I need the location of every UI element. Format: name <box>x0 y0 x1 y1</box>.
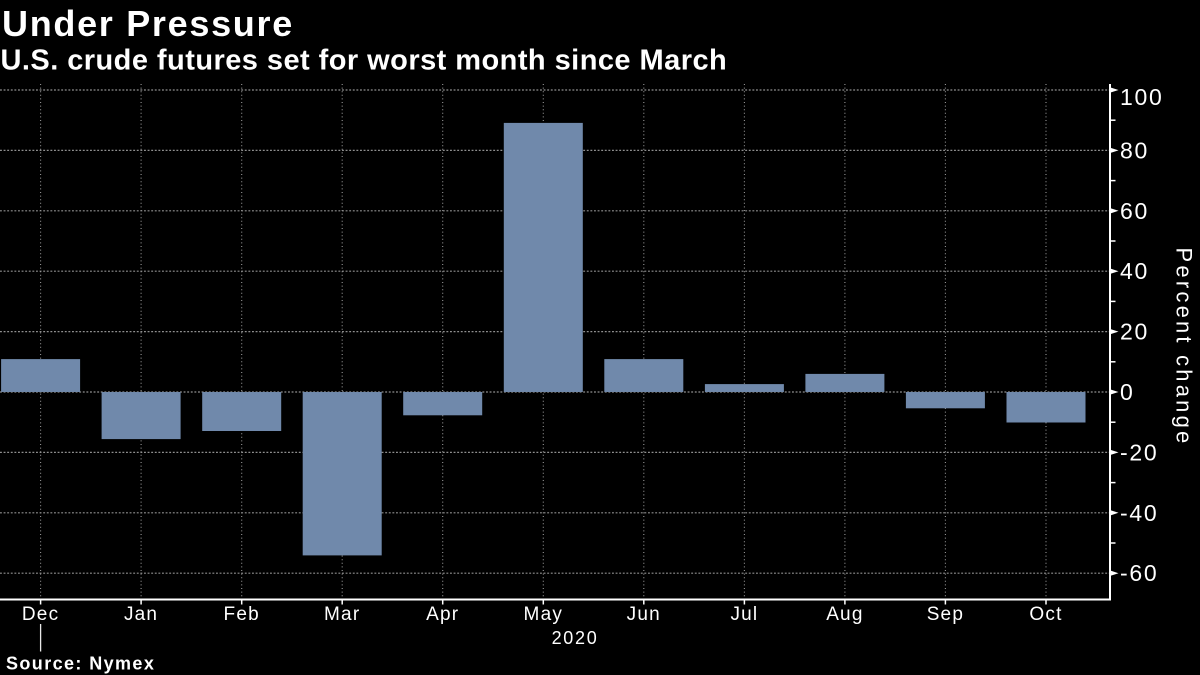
svg-text:Jan: Jan <box>124 604 158 625</box>
svg-text:-40: -40 <box>1120 500 1158 526</box>
svg-text:40: 40 <box>1120 258 1149 284</box>
svg-text:Mar: Mar <box>324 604 360 625</box>
svg-text:0: 0 <box>1120 379 1135 405</box>
svg-text:U.S. crude futures set for wor: U.S. crude futures set for worst month s… <box>1 45 728 77</box>
svg-text:-20: -20 <box>1120 439 1158 465</box>
svg-text:Dec: Dec <box>22 604 59 625</box>
svg-text:Percent change: Percent change <box>1172 248 1197 447</box>
svg-text:20: 20 <box>1120 319 1149 345</box>
svg-text:60: 60 <box>1120 198 1149 224</box>
svg-text:Under Pressure: Under Pressure <box>2 3 294 44</box>
svg-text:Sep: Sep <box>927 604 964 625</box>
svg-text:80: 80 <box>1120 137 1149 163</box>
svg-text:Aug: Aug <box>826 604 863 625</box>
svg-text:Jul: Jul <box>730 604 758 625</box>
svg-text:Jun: Jun <box>627 604 661 625</box>
svg-text:Source: Nymex: Source: Nymex <box>6 654 155 674</box>
svg-text:100: 100 <box>1120 84 1163 110</box>
svg-text:-60: -60 <box>1120 560 1158 586</box>
svg-text:2020: 2020 <box>552 628 599 648</box>
svg-text:May: May <box>524 604 564 625</box>
svg-text:Feb: Feb <box>224 604 260 625</box>
svg-text:Oct: Oct <box>1029 604 1062 625</box>
svg-text:Apr: Apr <box>426 604 459 625</box>
